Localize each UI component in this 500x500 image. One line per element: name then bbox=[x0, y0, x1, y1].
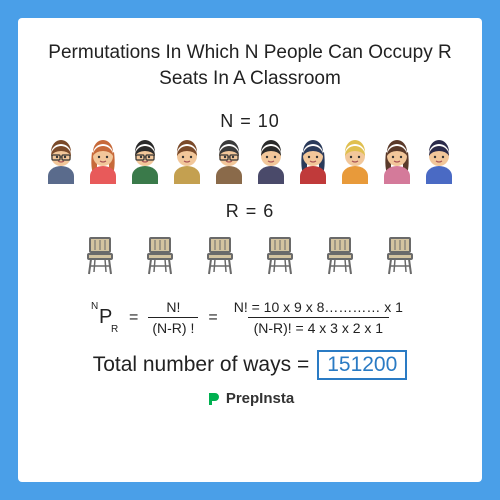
npr-symbol: N P R bbox=[91, 303, 119, 333]
person-icon bbox=[294, 140, 332, 189]
seat-icon bbox=[264, 236, 296, 281]
title: Permutations In Which N People Can Occup… bbox=[36, 40, 464, 91]
seat-icon bbox=[84, 236, 116, 281]
seat-icon bbox=[204, 236, 236, 281]
person-icon bbox=[420, 140, 458, 189]
answer-label: Total number of ways = bbox=[93, 353, 310, 377]
person-icon bbox=[42, 140, 80, 189]
person-icon bbox=[378, 140, 416, 189]
formula: N P R = N! (N-R) ! = N! = 10 x 9 x 8…………… bbox=[36, 299, 464, 336]
person-icon bbox=[84, 140, 122, 189]
fraction-1: N! (N-R) ! bbox=[148, 299, 198, 336]
r-value: R = 6 bbox=[226, 201, 275, 222]
brand-icon bbox=[206, 391, 222, 407]
brand: PrepInsta bbox=[206, 390, 294, 407]
fraction-2: N! = 10 x 9 x 8………… x 1 (N-R)! = 4 x 3 x… bbox=[228, 299, 409, 336]
equals-2: = bbox=[208, 309, 217, 327]
n-value: N = 10 bbox=[220, 111, 280, 132]
answer-row: Total number of ways = 151200 bbox=[93, 350, 408, 380]
seat-icon bbox=[384, 236, 416, 281]
person-icon bbox=[210, 140, 248, 189]
brand-text: PrepInsta bbox=[226, 390, 294, 407]
answer-value: 151200 bbox=[317, 350, 407, 380]
person-icon bbox=[168, 140, 206, 189]
person-icon bbox=[252, 140, 290, 189]
seat-icon bbox=[324, 236, 356, 281]
person-icon bbox=[126, 140, 164, 189]
infographic-card: Permutations In Which N People Can Occup… bbox=[18, 18, 482, 482]
equals-1: = bbox=[129, 309, 138, 327]
seat-icon bbox=[144, 236, 176, 281]
seats-row bbox=[84, 236, 416, 281]
people-row bbox=[42, 140, 458, 189]
person-icon bbox=[336, 140, 374, 189]
